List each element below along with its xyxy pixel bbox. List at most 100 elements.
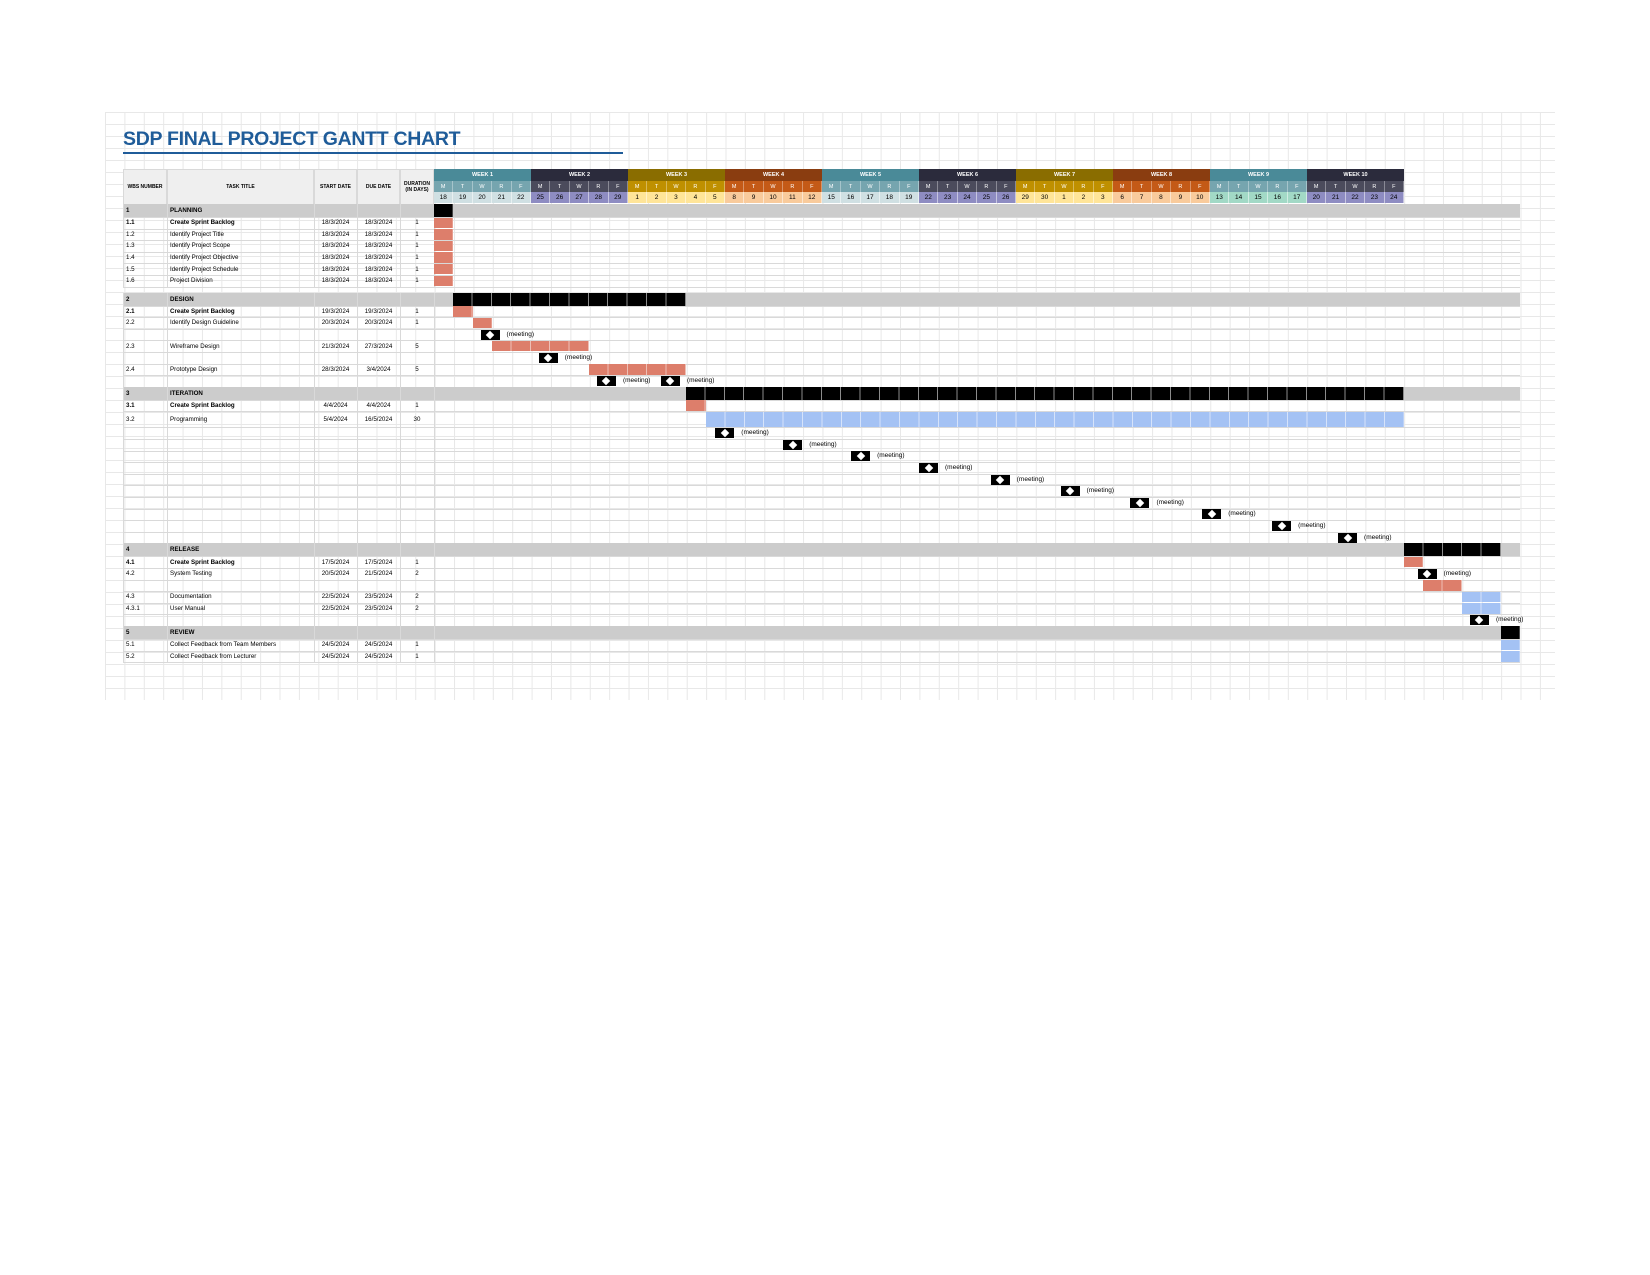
column-divider bbox=[357, 204, 358, 217]
column-divider bbox=[123, 411, 124, 428]
row-divider bbox=[123, 340, 1521, 342]
wbs-number: 3.1 bbox=[126, 402, 135, 410]
column-divider bbox=[400, 240, 401, 252]
column-divider bbox=[400, 386, 401, 400]
column-divider bbox=[357, 626, 358, 639]
due-date: 23/5/2024 bbox=[364, 605, 393, 613]
column-divider bbox=[357, 305, 358, 318]
column-divider bbox=[123, 556, 124, 568]
column-divider bbox=[167, 217, 168, 229]
duration-days: 5 bbox=[415, 342, 419, 350]
column-divider bbox=[400, 531, 401, 544]
column-divider bbox=[167, 275, 168, 287]
column-divider bbox=[167, 375, 168, 387]
day-of-week-cell: T bbox=[1229, 181, 1249, 192]
column-divider bbox=[123, 375, 124, 387]
wbs-number: 2.3 bbox=[126, 342, 135, 350]
wbs-number: 5.2 bbox=[126, 652, 135, 660]
column-divider bbox=[314, 439, 315, 451]
wbs-number: 2 bbox=[126, 295, 130, 303]
column-divider bbox=[123, 520, 124, 532]
date-cell: 15 bbox=[822, 192, 842, 203]
week-header: WEEK 7 bbox=[1016, 169, 1113, 181]
gantt-bar bbox=[1423, 580, 1463, 591]
task-title: Programming bbox=[170, 415, 208, 423]
column-divider bbox=[434, 650, 435, 663]
date-cell: 28 bbox=[589, 192, 609, 203]
column-divider bbox=[167, 305, 168, 318]
column-divider bbox=[357, 228, 358, 241]
gantt-bar bbox=[434, 229, 454, 240]
date-cell: 17 bbox=[860, 192, 881, 203]
column-divider bbox=[314, 328, 315, 341]
date-cell: 25 bbox=[977, 192, 997, 203]
duration-days: 1 bbox=[415, 652, 419, 660]
gantt-bar bbox=[434, 217, 454, 229]
due-date: 18/3/2024 bbox=[364, 277, 393, 285]
column-divider bbox=[357, 473, 358, 486]
task-title: Create Sprint Backlog bbox=[170, 219, 235, 227]
day-of-week-cell: R bbox=[1074, 181, 1094, 192]
start-date bbox=[314, 387, 357, 400]
task-title: Documentation bbox=[170, 593, 212, 601]
column-divider bbox=[167, 473, 168, 486]
column-divider bbox=[167, 228, 168, 241]
column-divider bbox=[314, 485, 315, 497]
column-divider bbox=[400, 427, 401, 439]
milestone-diamond-icon bbox=[1343, 533, 1352, 542]
column-divider bbox=[434, 352, 435, 364]
date-cell: 24 bbox=[957, 192, 978, 203]
column-divider bbox=[167, 363, 168, 376]
column-divider bbox=[123, 602, 124, 615]
row-divider bbox=[123, 591, 1521, 593]
column-divider bbox=[357, 240, 358, 252]
task-title: Identify Design Guideline bbox=[170, 319, 239, 327]
column-divider bbox=[434, 508, 435, 521]
milestone-label: (meeting) bbox=[1443, 569, 1472, 577]
column-divider bbox=[434, 639, 435, 651]
wbs-number: 5.1 bbox=[126, 641, 135, 649]
column-divider bbox=[167, 497, 168, 509]
start-date: 5/4/2024 bbox=[323, 415, 348, 423]
column-divider bbox=[434, 439, 435, 451]
column-divider bbox=[123, 543, 124, 557]
row-divider bbox=[123, 531, 1521, 533]
column-divider bbox=[357, 340, 358, 352]
column-divider bbox=[434, 614, 435, 626]
date-cell: 23 bbox=[938, 192, 958, 203]
column-divider bbox=[167, 240, 168, 252]
row-divider bbox=[123, 485, 1521, 487]
column-divider bbox=[314, 579, 315, 592]
column-divider bbox=[434, 363, 435, 376]
milestone-marker bbox=[1272, 521, 1292, 531]
column-divider bbox=[167, 531, 168, 544]
column-divider bbox=[314, 240, 315, 252]
column-divider bbox=[314, 427, 315, 439]
task-title: Collect Feedback from Team Members bbox=[170, 641, 277, 649]
column-divider bbox=[434, 317, 435, 329]
column-divider bbox=[123, 204, 124, 217]
date-cell: 10 bbox=[763, 192, 784, 203]
column-divider bbox=[167, 204, 168, 217]
column-divider bbox=[167, 520, 168, 532]
duration-days: 5 bbox=[415, 365, 419, 373]
column-divider bbox=[123, 399, 124, 412]
column-divider bbox=[400, 579, 401, 592]
column-divider bbox=[434, 497, 435, 509]
column-divider bbox=[400, 450, 401, 463]
column-divider bbox=[434, 485, 435, 497]
day-of-week-cell: M bbox=[628, 181, 648, 192]
column-divider bbox=[314, 217, 315, 229]
start-date: 24/5/2024 bbox=[321, 641, 350, 649]
duration-days bbox=[400, 387, 434, 400]
date-cell: 18 bbox=[434, 192, 454, 203]
column-divider bbox=[357, 427, 358, 439]
wbs-number: 3.2 bbox=[126, 415, 135, 423]
due-date bbox=[357, 387, 400, 400]
gantt-bar bbox=[705, 411, 1404, 427]
column-divider bbox=[123, 328, 124, 341]
duration-days: 1 bbox=[415, 277, 419, 285]
column-divider bbox=[400, 485, 401, 497]
column-divider bbox=[357, 317, 358, 329]
column-divider bbox=[167, 543, 168, 557]
